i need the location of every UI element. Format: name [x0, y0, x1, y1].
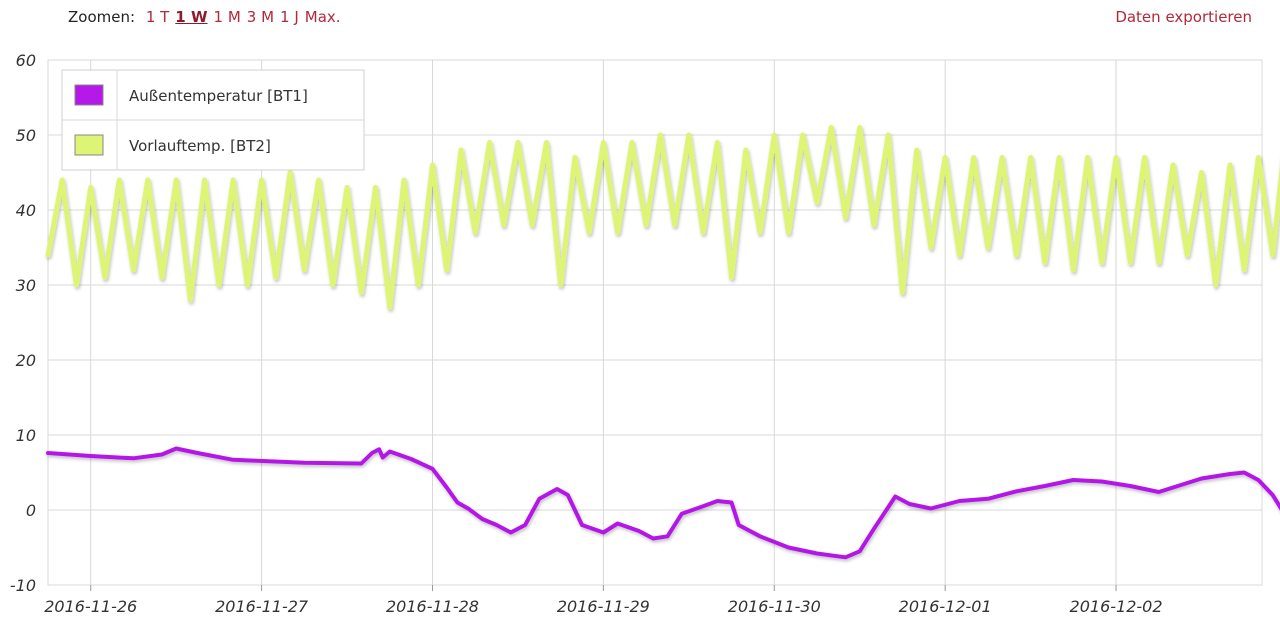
- y-tick-label: 20: [16, 351, 36, 370]
- x-tick-label: 2016-12-01: [899, 597, 992, 616]
- x-tick-label: 2016-11-30: [728, 597, 821, 616]
- y-tick-label: -10: [10, 576, 36, 595]
- series-layer: [45, 125, 1280, 560]
- legend-label[interactable]: Außentemperatur [BT1]: [129, 87, 308, 105]
- zoom-option-1-m[interactable]: 1 M: [213, 8, 241, 26]
- y-tick-label: 40: [16, 201, 36, 220]
- zoom-option-max[interactable]: Max.: [304, 8, 341, 26]
- x-tick-label: 2016-11-28: [386, 597, 479, 616]
- zoom-option-1-j[interactable]: 1 J: [280, 8, 299, 26]
- zoom-option-1-w[interactable]: 1 W: [175, 8, 208, 26]
- x-tick-label: 2016-11-26: [44, 597, 137, 616]
- legend-label[interactable]: Vorlauftemp. [BT2]: [129, 137, 271, 155]
- series-line-vorlauftemp[interactable]: [45, 125, 1280, 310]
- y-tick-label: 30: [16, 276, 36, 295]
- export-data-link[interactable]: Daten exportieren: [1115, 8, 1252, 26]
- zoom-option-3-m[interactable]: 3 M: [246, 8, 275, 26]
- x-tick-label: 2016-11-29: [557, 597, 650, 616]
- series-line-aussentemperatur[interactable]: [46, 446, 1280, 560]
- x-tick-label: 2016-12-02: [1070, 597, 1163, 616]
- y-tick-label: 10: [16, 426, 36, 445]
- y-tick-label: 60: [16, 51, 36, 70]
- zoom-option-1-t[interactable]: 1 T: [145, 8, 170, 26]
- legend-swatch[interactable]: [74, 84, 104, 106]
- y-tick-label: 0: [26, 501, 36, 520]
- y-tick-label: 50: [16, 126, 36, 145]
- x-tick-label: 2016-11-27: [215, 597, 309, 616]
- axis-labels: -10 0 10 20 30 40 50 60 2016-11-26 2016-11-27 2016…: [10, 51, 1163, 616]
- legend-swatch[interactable]: [74, 134, 104, 156]
- legend[interactable]: Außentemperatur [BT1] Vorlauftemp. [BT2]: [61, 69, 365, 171]
- zoom-toolbar: Zoomen: 1 T 1 W 1 M 3 M 1 J Max.: [68, 8, 347, 26]
- zoom-options: 1 T 1 W 1 M 3 M 1 J Max.: [146, 8, 347, 26]
- zoom-label: Zoomen:: [68, 8, 136, 26]
